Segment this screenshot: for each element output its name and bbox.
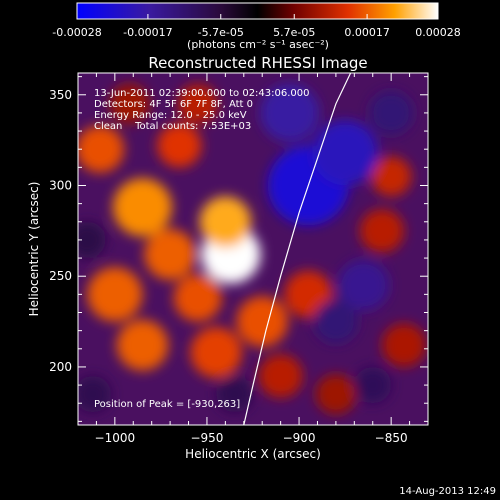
heatmap-blob xyxy=(173,274,222,322)
colorbar-tick-label: 0.00017 xyxy=(344,26,390,39)
heatmap-blob xyxy=(370,156,412,197)
x-tick-label: −900 xyxy=(283,431,316,445)
heatmap-blob xyxy=(78,221,106,259)
heatmap-blob xyxy=(177,83,218,124)
heatmap-blob xyxy=(381,323,427,367)
footer-timestamp: 14-Aug-2013 12:49 xyxy=(399,486,496,497)
colorbar-tick-label: -5.7e-05 xyxy=(198,26,244,39)
heatmap-blob xyxy=(199,196,252,248)
chart-title: Reconstructed RHESSI Image xyxy=(148,54,367,72)
annotation-energy-range: Energy Range: 12.0 - 25.0 keV xyxy=(94,110,247,121)
heatmap-blob xyxy=(260,83,320,142)
heatmap-blob xyxy=(190,327,242,378)
x-axis: −1000 −950 −900 −850 xyxy=(95,73,429,445)
heatmap-blobs xyxy=(78,83,427,415)
y-tick-label: 200 xyxy=(49,360,72,374)
colorbar-tick-label: 5.7e-05 xyxy=(273,26,315,39)
annotation-time-range: 13-Jun-2011 02:39:00.000 to 02:43:06.000 xyxy=(94,88,310,99)
colorbar: -0.00028 -0.00017 -5.7e-05 5.7e-05 0.00017 0.… xyxy=(52,2,461,51)
annotation-block: 13-Jun-2011 02:39:00.000 to 02:43:06.000… xyxy=(94,88,310,410)
y-tick-label: 350 xyxy=(49,88,72,102)
heatmap-blob xyxy=(116,319,169,371)
x-axis-label: Heliocentric X (arcsec) xyxy=(185,447,321,461)
heatmap-blob xyxy=(311,120,379,186)
heatmap-blob xyxy=(144,229,196,280)
x-tick-label: −850 xyxy=(375,431,408,445)
colorbar-tick-label: -0.00028 xyxy=(52,26,101,39)
y-axis-label: Heliocentric Y (arcsec) xyxy=(27,182,41,317)
heatmap-blob xyxy=(313,299,358,344)
plot-frame xyxy=(77,72,429,426)
heatmap-blob xyxy=(354,366,392,404)
heatmap-blob xyxy=(359,209,405,253)
x-tick-label: −1000 xyxy=(95,431,136,445)
heatmap-blob xyxy=(315,374,357,415)
annotation-detectors: Detectors: 4F 5F 6F 7F 8F, Att 0 xyxy=(94,99,253,110)
colorbar-tick-label: -0.00017 xyxy=(123,26,172,39)
heatmap-blob xyxy=(337,259,390,311)
annotation-peak-position: Position of Peak = [-930,263] xyxy=(94,399,240,410)
heatmap-blob xyxy=(369,91,414,135)
heatmap-blob xyxy=(236,296,288,347)
heatmap-blob xyxy=(216,376,253,413)
y-axis: 200 250 300 350 xyxy=(49,76,428,422)
y-tick-label: 300 xyxy=(49,178,72,192)
heatmap-blob xyxy=(78,376,112,413)
solar-limb-curve xyxy=(243,73,352,425)
heatmap-blob xyxy=(112,178,172,237)
heatmap-blob xyxy=(109,83,150,124)
heatmap-blob xyxy=(284,270,333,318)
colorbar-tick-label: 0.00028 xyxy=(415,26,461,39)
colorbar-units: (photons cm⁻² s⁻¹ asec⁻²) xyxy=(187,38,329,51)
y-tick-label: 250 xyxy=(49,269,72,283)
heatmap-blob xyxy=(87,267,143,322)
heatmap-blob xyxy=(157,123,202,168)
x-tick-label: −950 xyxy=(190,431,223,445)
heatmap-blob xyxy=(78,125,125,173)
colorbar-gradient xyxy=(76,2,439,20)
annotation-clean-counts: Clean Total counts: 7.53E+03 xyxy=(94,121,251,132)
colorbar-ticks: -0.00028 -0.00017 -5.7e-05 5.7e-05 0.00017 0.… xyxy=(52,14,461,39)
plot-area: −1000 −950 −900 −850 200 250 300 350 13-Jun-20… xyxy=(49,72,429,445)
heatmap-blob xyxy=(258,354,303,398)
